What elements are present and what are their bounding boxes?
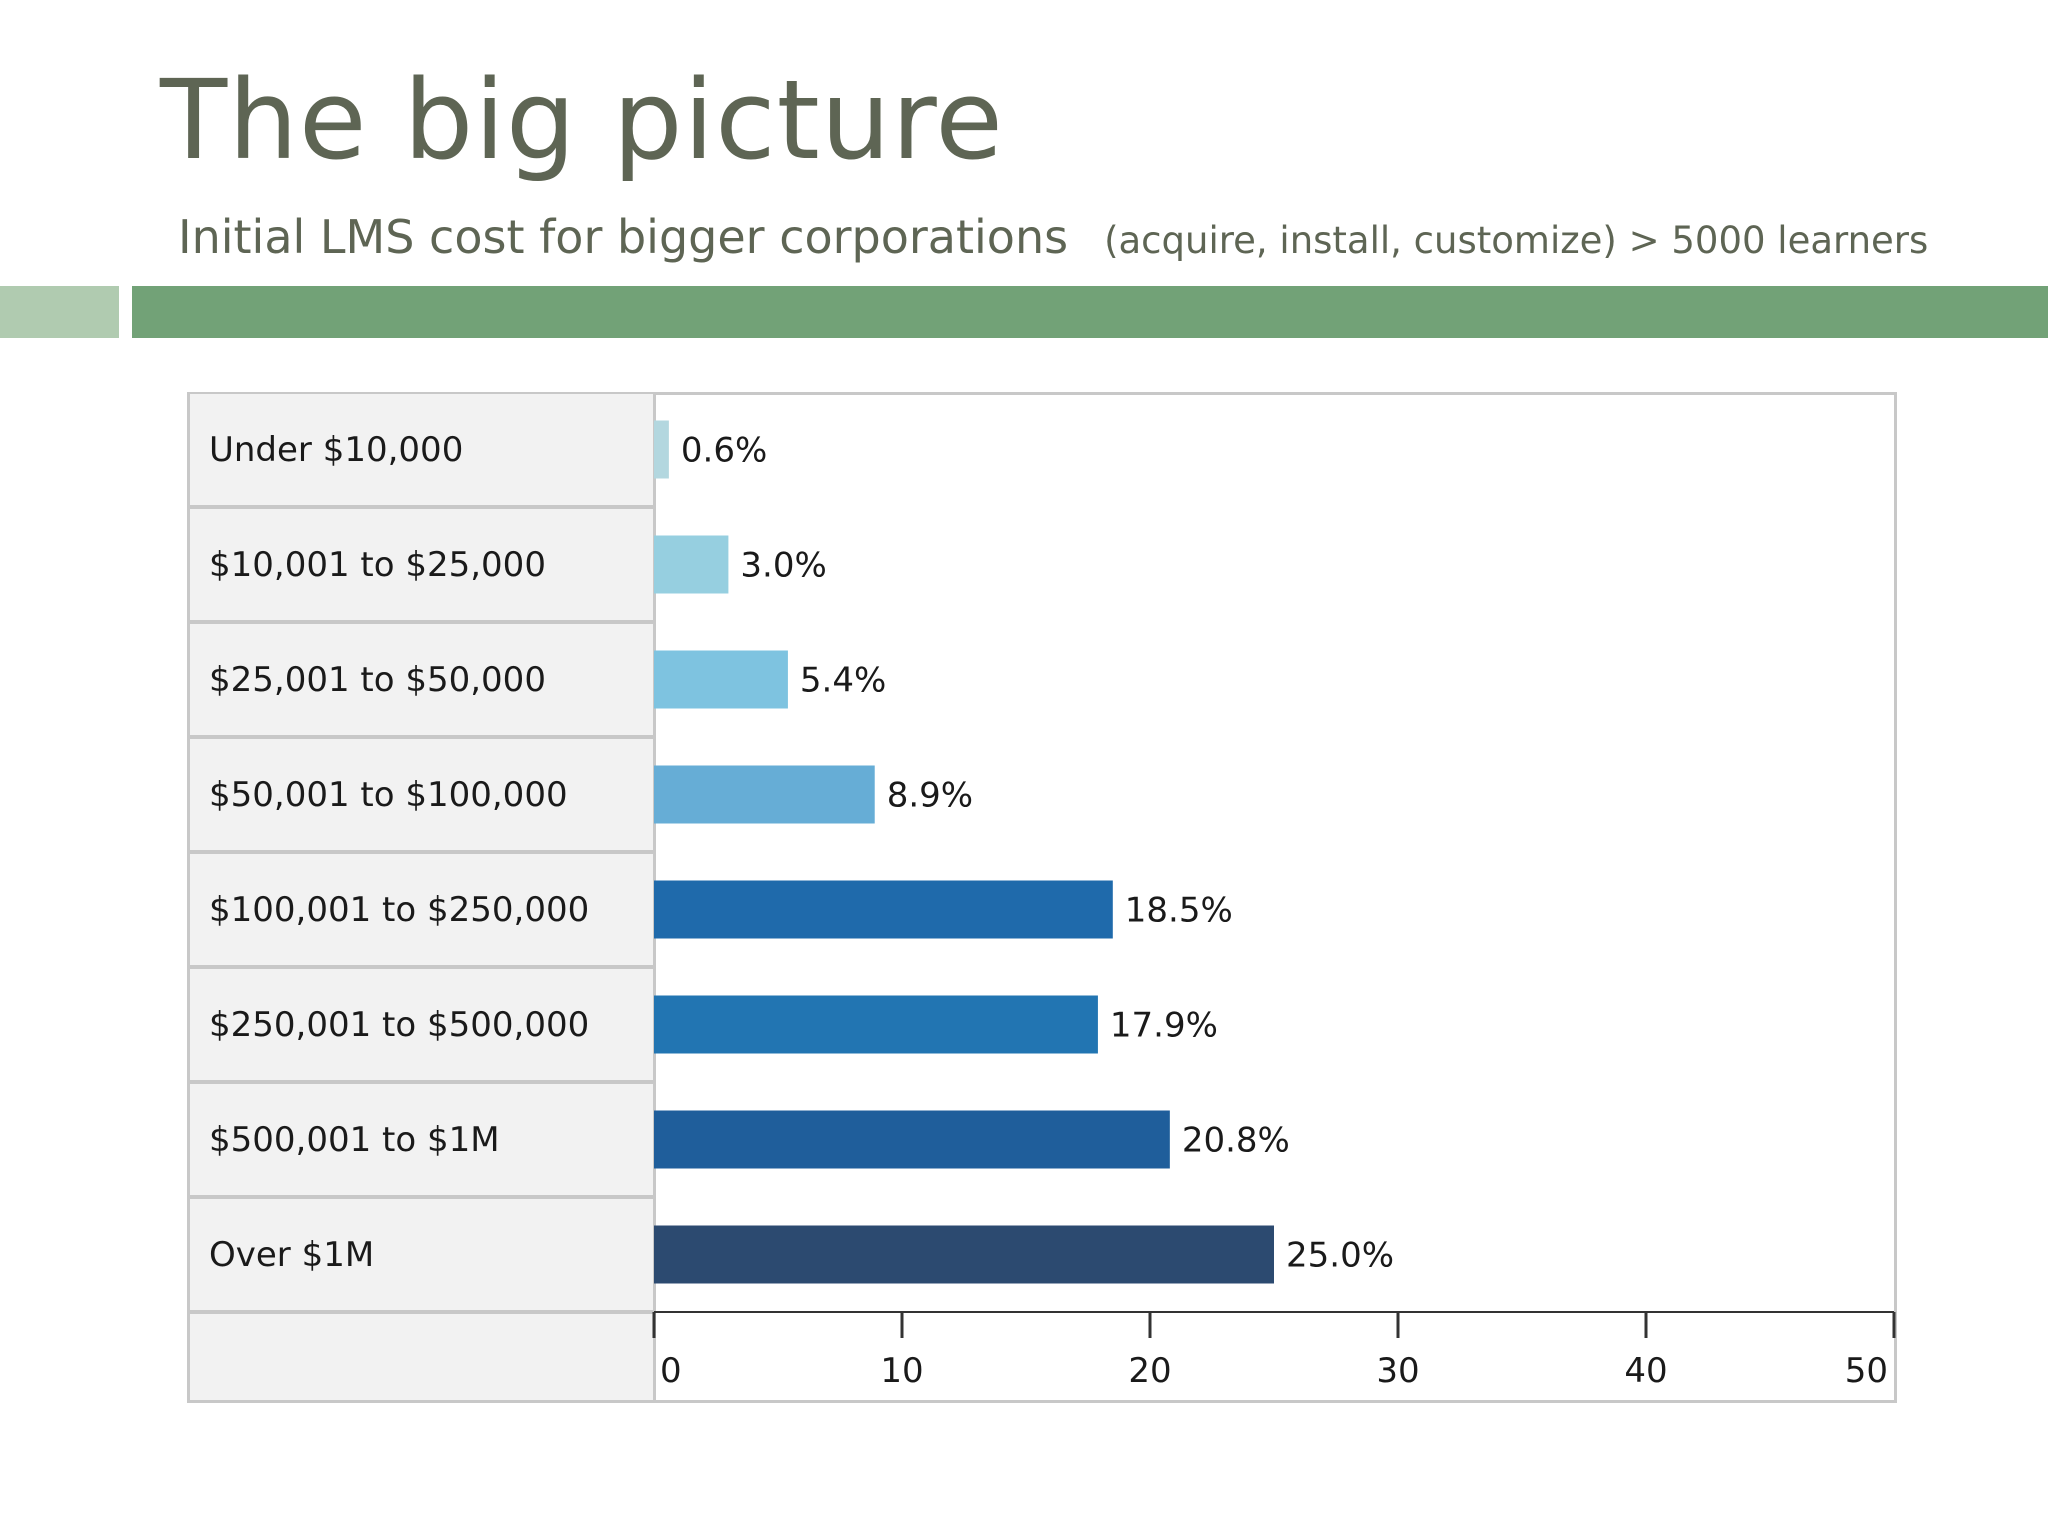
category-label: $250,001 to $500,000 xyxy=(187,967,656,1082)
bar xyxy=(654,1110,1170,1169)
slide-title: The big picture xyxy=(160,56,1004,184)
bar xyxy=(654,880,1113,939)
bar-value-label: 18.5% xyxy=(1125,891,1233,931)
x-axis-tick-label: 0 xyxy=(660,1351,682,1391)
category-label: $25,001 to $50,000 xyxy=(187,622,656,737)
x-axis-tick-label: 30 xyxy=(1376,1351,1419,1391)
bar xyxy=(654,995,1098,1054)
category-label: Over $1M xyxy=(187,1197,656,1312)
x-axis-tick-label: 50 xyxy=(1845,1351,1888,1391)
x-axis-tick-label: 40 xyxy=(1624,1351,1667,1391)
x-axis-tick-label: 20 xyxy=(1128,1351,1171,1391)
subtitle-main: Initial LMS cost for bigger corporations xyxy=(178,210,1069,264)
bar-value-label: 8.9% xyxy=(887,776,973,816)
axis-corner-cell xyxy=(187,1312,656,1403)
bar xyxy=(654,535,729,594)
category-label: $100,001 to $250,000 xyxy=(187,852,656,967)
bar xyxy=(654,765,875,824)
bar-value-label: 0.6% xyxy=(681,431,767,471)
accent-band-dark xyxy=(132,286,2048,338)
bar-value-label: 3.0% xyxy=(740,546,826,586)
bar-value-label: 17.9% xyxy=(1110,1006,1218,1046)
slide-subtitle: Initial LMS cost for bigger corporations… xyxy=(178,210,1928,264)
bar xyxy=(654,650,788,709)
bar xyxy=(654,1225,1274,1284)
bar-value-label: 20.8% xyxy=(1182,1121,1290,1161)
category-label: $500,001 to $1M xyxy=(187,1082,656,1197)
accent-band-light xyxy=(0,286,119,338)
subtitle-note: (acquire, install, customize) > 5000 lea… xyxy=(1104,219,1929,262)
bar-value-label: 25.0% xyxy=(1286,1236,1394,1276)
category-label: $10,001 to $25,000 xyxy=(187,507,656,622)
x-axis-tick-label: 10 xyxy=(880,1351,923,1391)
bar-value-label: 5.4% xyxy=(800,661,886,701)
bar xyxy=(654,420,669,479)
